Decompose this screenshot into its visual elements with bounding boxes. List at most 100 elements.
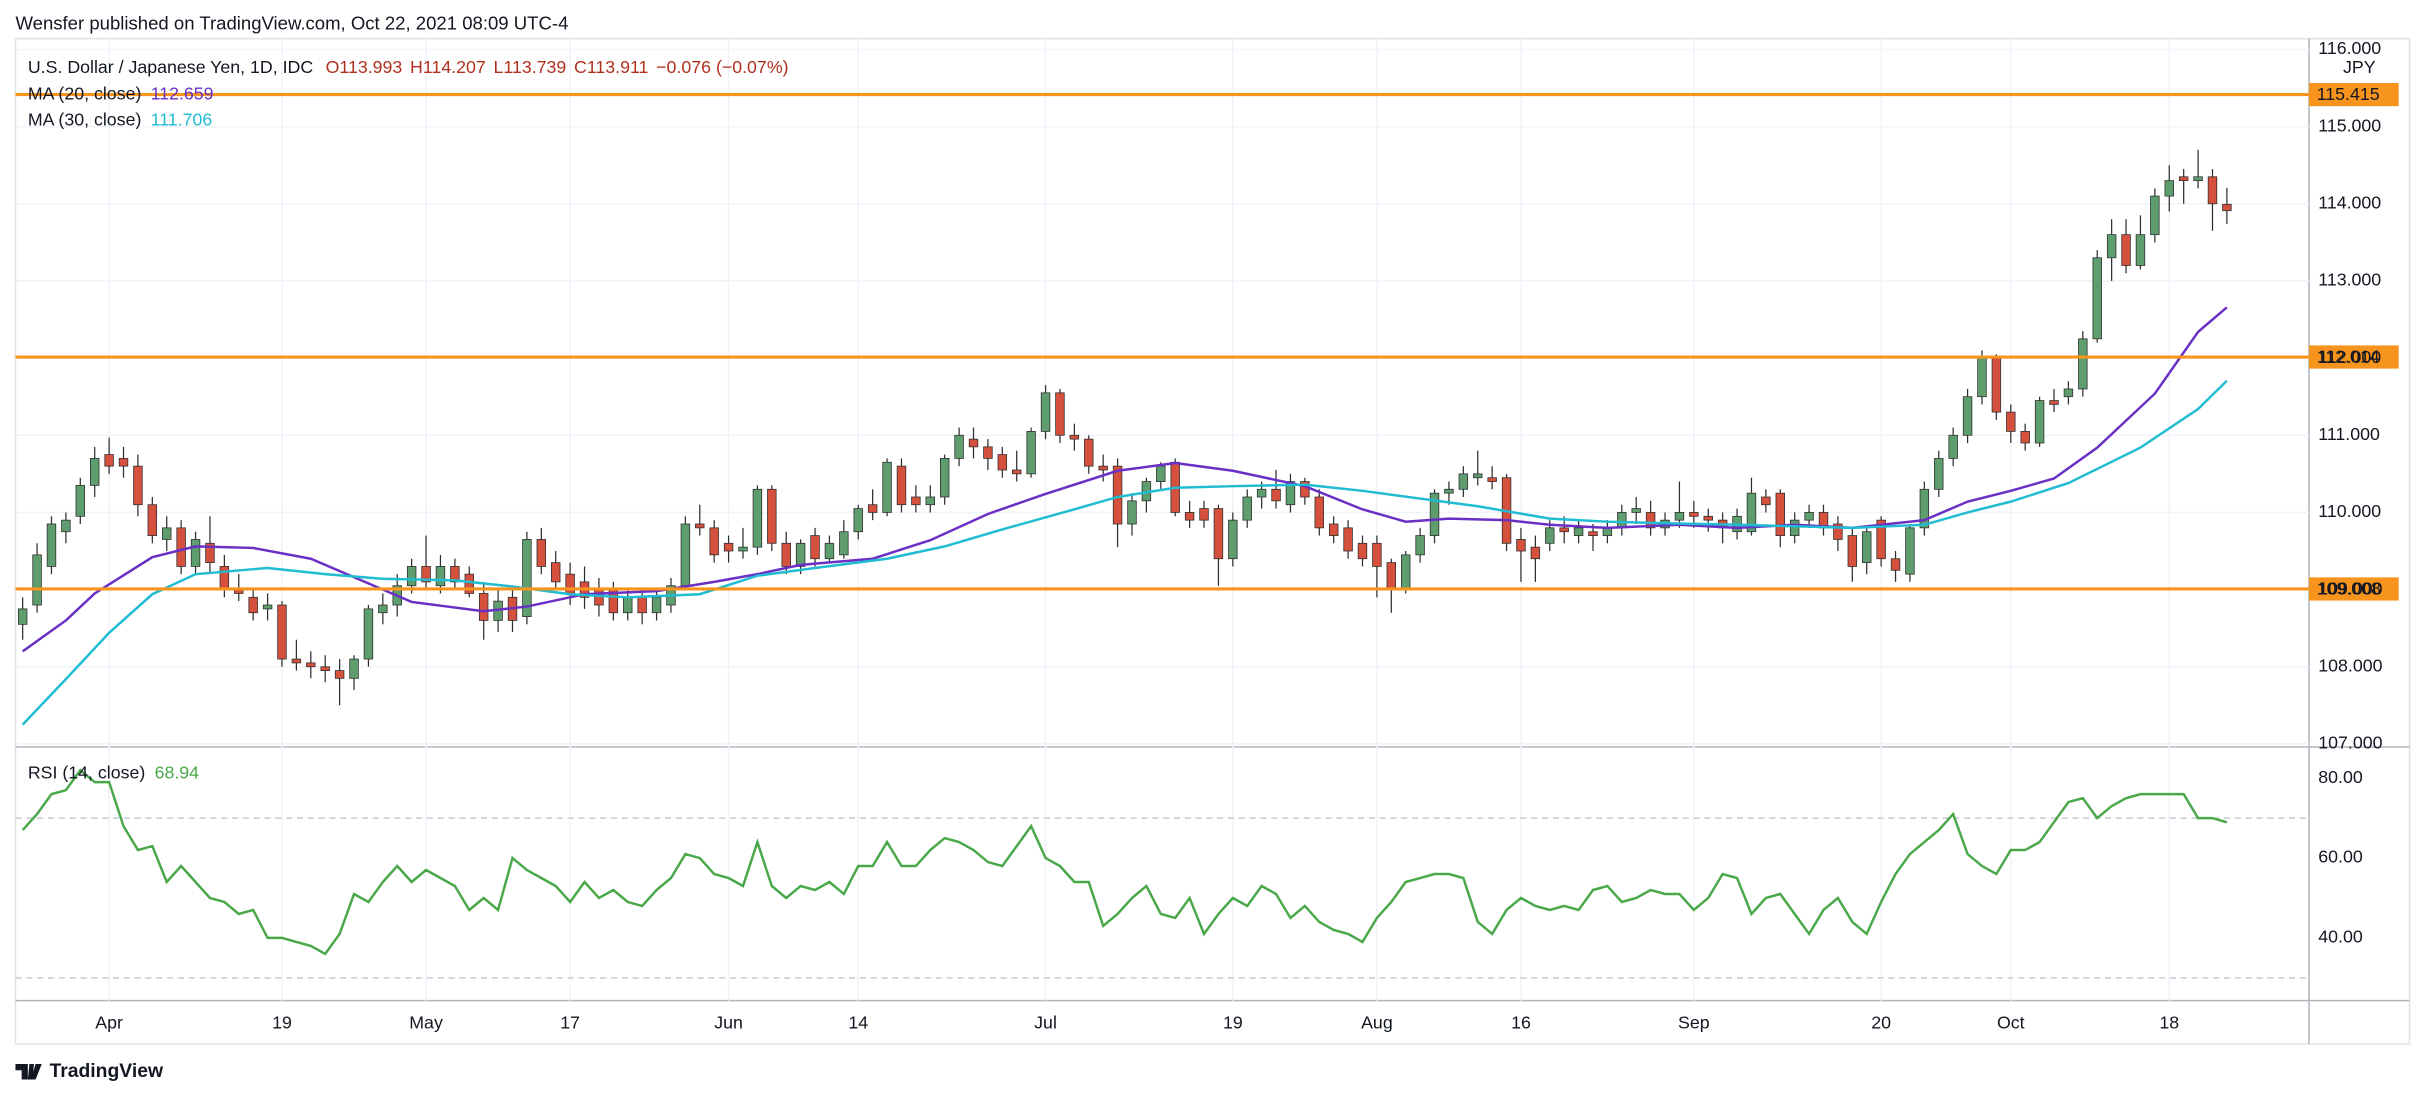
candle-body xyxy=(1040,392,1051,432)
candle-body xyxy=(1674,512,1685,521)
legend-name: MA (20, close) xyxy=(28,83,142,103)
candle-body xyxy=(1833,523,1843,540)
x-tick-label: Jun xyxy=(714,1013,743,1033)
x-tick-label: 16 xyxy=(1511,1013,1531,1033)
x-tick-label: 17 xyxy=(560,1013,580,1033)
y-tick-label: 60.00 xyxy=(2318,847,2363,867)
candle-body xyxy=(2106,234,2117,259)
candle-body xyxy=(306,662,316,668)
candle-body xyxy=(2164,180,2174,197)
candle-body xyxy=(1631,508,1641,513)
candle-body xyxy=(46,523,57,567)
candle-body xyxy=(695,523,705,529)
candle-body xyxy=(1458,473,1469,490)
candle-body xyxy=(1271,488,1281,502)
candle-body xyxy=(1617,512,1627,529)
legend-ohlc: C113.911 xyxy=(574,57,649,77)
candle-body xyxy=(406,566,417,587)
candle-body xyxy=(1545,527,1555,544)
legend-name: RSI (14, close) xyxy=(28,762,145,782)
candle-body xyxy=(1285,481,1296,506)
candle-body xyxy=(1934,458,1944,490)
candle-body xyxy=(551,562,561,583)
candle-body xyxy=(421,566,431,583)
y-tick-label: 116.000 xyxy=(2318,38,2381,58)
y-tick-label: 40.00 xyxy=(2318,927,2363,947)
candle-body xyxy=(334,670,345,679)
legend-series: RSI (14, close) 68.94 xyxy=(28,762,199,782)
candle-body xyxy=(1473,473,1483,479)
publish-note: Wensfer published on TradingView.com, Oc… xyxy=(15,13,568,34)
rsi-line xyxy=(21,768,2228,956)
candle-body xyxy=(1026,431,1036,475)
x-tick-label: Sep xyxy=(1678,1013,1710,1033)
candle-body xyxy=(1328,523,1339,536)
candle-body xyxy=(1084,438,1094,467)
candle-body xyxy=(1213,508,1224,560)
candle-body xyxy=(709,527,719,556)
logo-icon xyxy=(15,1064,42,1080)
candle-body xyxy=(522,539,532,617)
y-tick-label: 107.000 xyxy=(2318,733,2382,753)
candle-body xyxy=(637,596,647,614)
level-tag xyxy=(2309,345,2399,369)
tradingview-logo: TradingView xyxy=(15,1061,164,1082)
candle-body xyxy=(781,542,791,567)
candle-body xyxy=(1948,434,1958,459)
candle-body xyxy=(1184,512,1195,521)
candle-body xyxy=(723,542,734,552)
legend-main: U.S. Dollar / Japanese Yen, 1D, IDC O113.… xyxy=(28,57,789,77)
candle-body xyxy=(176,527,186,567)
y-tick-label: 115.000 xyxy=(2318,115,2381,135)
candle-body xyxy=(939,458,950,498)
candle-body xyxy=(1256,488,1267,498)
candle-body xyxy=(2178,176,2189,182)
candle-body xyxy=(925,496,935,506)
currency-label: JPY xyxy=(2343,57,2376,77)
candle-body xyxy=(320,666,330,671)
candle-body xyxy=(450,566,460,583)
level-label: 109.008 xyxy=(2317,578,2381,598)
candle-body xyxy=(1357,542,1368,560)
candle-body xyxy=(1343,527,1353,552)
candle-body xyxy=(1069,434,1080,440)
chart-frame xyxy=(14,37,2411,1045)
legend-ohlc: −0.076 (−0.07%) xyxy=(656,57,788,77)
candle-body xyxy=(1415,535,1425,556)
legend-ohlc: L113.739 xyxy=(494,57,567,77)
candle-body xyxy=(536,539,547,567)
candle-body xyxy=(1862,531,1872,563)
candle-body xyxy=(1487,477,1497,482)
candle-body xyxy=(1055,392,1065,436)
candle-body xyxy=(2092,257,2102,340)
candle-body xyxy=(1991,357,2002,413)
candle-body xyxy=(594,589,604,606)
candle-body xyxy=(147,504,158,536)
candle-body xyxy=(1386,562,1397,590)
x-tick-label: Jul xyxy=(1034,1013,1057,1033)
candle-body xyxy=(839,531,849,556)
legend-series: MA (20, close) 112.659 xyxy=(28,83,214,103)
mark-layer xyxy=(15,83,2399,956)
moving-average-line xyxy=(21,379,2228,726)
candle-body xyxy=(1977,357,1987,398)
y-tick-label: 110.000 xyxy=(2318,501,2381,521)
candle-body xyxy=(378,604,388,614)
candle-body xyxy=(2207,176,2218,205)
candle-body xyxy=(824,542,835,560)
candle-body xyxy=(997,454,1008,471)
candle-body xyxy=(1098,465,1108,471)
candle-body xyxy=(162,527,172,540)
candle-body xyxy=(1401,554,1411,590)
candle-body xyxy=(2078,338,2088,390)
candle-body xyxy=(795,542,806,567)
candle-body xyxy=(1429,492,1440,536)
x-tick-label: 18 xyxy=(2159,1013,2179,1033)
y-tick-label: 108.000 xyxy=(2318,655,2382,675)
candle-body xyxy=(623,596,633,614)
y-tick-label: 109.000 xyxy=(2318,578,2382,598)
candle-body xyxy=(219,566,230,590)
candle-body xyxy=(2193,176,2203,182)
candle-body xyxy=(1127,500,1137,525)
